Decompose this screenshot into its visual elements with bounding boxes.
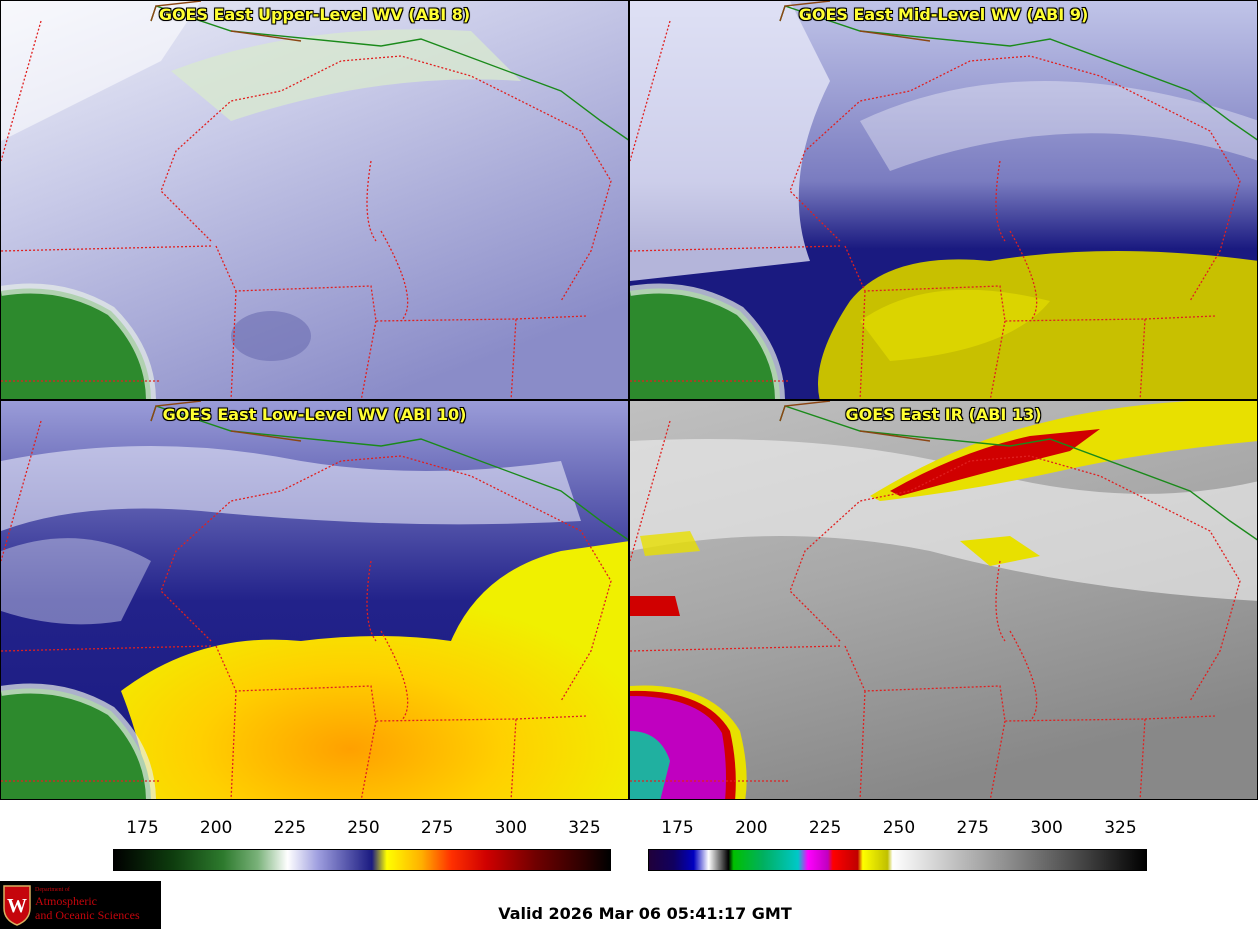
uw-crest-icon: W <box>3 885 31 926</box>
colorbar-tick-label: 200 <box>735 818 768 838</box>
panel-ir: GOES East IR (ABI 13) <box>629 400 1258 800</box>
colorbar-tick-label: 250 <box>347 818 380 838</box>
colorbar-tick-label: 275 <box>956 818 990 838</box>
colorbar-tick-label: 225 <box>273 818 307 838</box>
logo-name-line1: Atmospheric <box>35 894 97 908</box>
colorbar-tick-label: 250 <box>882 818 916 838</box>
logo-name-line2: and Oceanic Sciences <box>35 908 140 922</box>
low-level-wv-image <box>1 401 628 799</box>
panel-upper-level-wv: GOES East Upper-Level WV (ABI 8) <box>0 0 629 400</box>
wv-colorbar <box>113 849 611 871</box>
crest-letter: W <box>7 895 27 917</box>
colorbar-tick-label: 300 <box>1030 818 1063 838</box>
colorbar-tick-label: 200 <box>199 818 233 838</box>
ir-colorbar <box>648 849 1147 871</box>
aos-logo: W Department of Atmospheric and Oceanic … <box>0 881 161 929</box>
logo-name: Atmospheric and Oceanic Sciences <box>35 894 140 922</box>
colorbar-tick-label: 275 <box>420 818 454 838</box>
panel-mid-level-wv: GOES East Mid-Level WV (ABI 9) <box>629 0 1258 400</box>
colorbar-tick-label: 175 <box>126 818 159 838</box>
mid-level-wv-image <box>630 1 1257 399</box>
colorbar-tick-label: 325 <box>568 818 601 838</box>
valid-time: Valid 2026 Mar 06 05:41:17 GMT <box>498 904 792 923</box>
colorbar-tick-label: 175 <box>661 818 694 838</box>
colorbar-tick-label: 325 <box>1104 818 1137 838</box>
wv-colorbar-ticks: 175 200 225 250 275 300 325 <box>113 818 611 840</box>
ir-image <box>630 401 1257 799</box>
logo-department: Department of <box>35 887 70 893</box>
panel-low-level-wv: GOES East Low-Level WV (ABI 10) <box>0 400 629 800</box>
colorbar-tick-label: 300 <box>494 818 528 838</box>
upper-level-wv-image <box>1 1 628 399</box>
ir-colorbar-ticks: 175 200 225 250 275 300 325 <box>648 818 1147 840</box>
colorbar-tick-label: 225 <box>808 818 842 838</box>
